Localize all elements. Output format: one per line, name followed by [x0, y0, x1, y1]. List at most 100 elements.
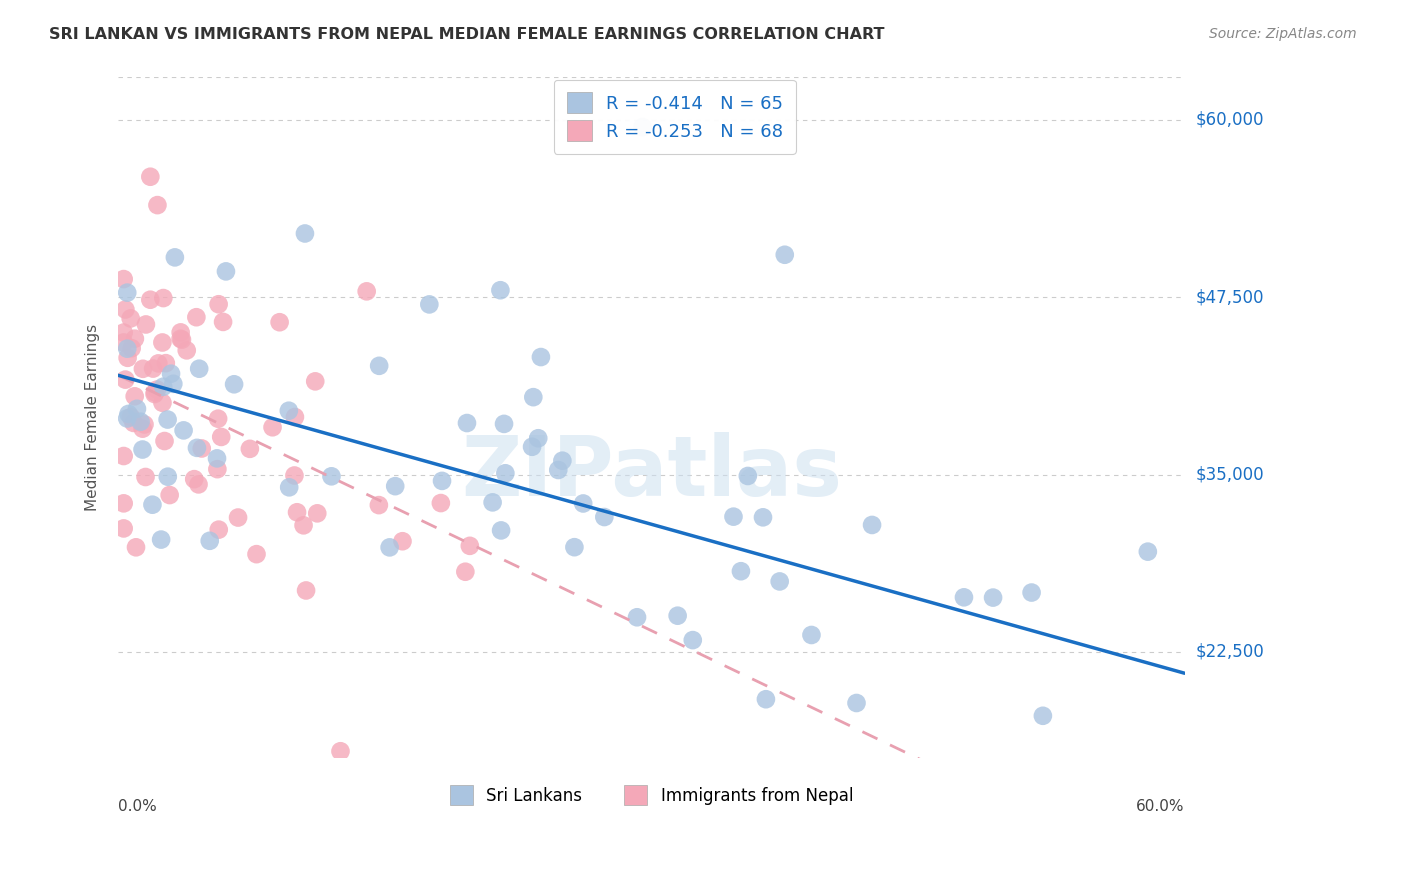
- Point: [125, 401, 148, 416]
- Point: [139, 293, 162, 307]
- Point: [269, 315, 291, 329]
- Point: [284, 410, 307, 425]
- Point: [527, 431, 550, 445]
- Point: [456, 416, 478, 430]
- Point: [737, 469, 759, 483]
- Point: [384, 479, 406, 493]
- Text: $60,000: $60,000: [1195, 111, 1264, 129]
- Point: [207, 411, 229, 425]
- Point: [494, 467, 516, 481]
- Text: SRI LANKAN VS IMMIGRANTS FROM NEPAL MEDIAN FEMALE EARNINGS CORRELATION CHART: SRI LANKAN VS IMMIGRANTS FROM NEPAL MEDI…: [49, 27, 884, 42]
- Point: [120, 410, 142, 425]
- Point: [773, 248, 796, 262]
- Point: [292, 518, 315, 533]
- Point: [418, 297, 440, 311]
- Point: [860, 518, 883, 533]
- Point: [148, 356, 170, 370]
- Point: [183, 472, 205, 486]
- Point: [135, 470, 157, 484]
- Text: $22,500: $22,500: [1195, 643, 1264, 661]
- Point: [112, 335, 135, 350]
- Point: [209, 430, 232, 444]
- Point: [112, 521, 135, 535]
- Point: [124, 332, 146, 346]
- Point: [170, 333, 193, 347]
- Point: [207, 462, 229, 476]
- Point: [730, 564, 752, 578]
- Point: [356, 285, 378, 299]
- Point: [1032, 708, 1054, 723]
- Point: [208, 297, 231, 311]
- Point: [321, 469, 343, 483]
- Point: [368, 359, 391, 373]
- Point: [135, 318, 157, 332]
- Point: [125, 541, 148, 555]
- Point: [117, 351, 139, 365]
- Point: [160, 367, 183, 381]
- Point: [262, 420, 284, 434]
- Point: [564, 540, 586, 554]
- Point: [190, 442, 212, 456]
- Point: [981, 591, 1004, 605]
- Point: [304, 375, 326, 389]
- Point: [1136, 544, 1159, 558]
- Point: [112, 449, 135, 463]
- Point: [169, 326, 191, 340]
- Point: [114, 373, 136, 387]
- Point: [666, 608, 689, 623]
- Point: [129, 415, 152, 429]
- Point: [150, 533, 173, 547]
- Point: [391, 534, 413, 549]
- Point: [224, 377, 246, 392]
- Text: $35,000: $35,000: [1195, 466, 1264, 483]
- Point: [458, 539, 481, 553]
- Point: [367, 498, 389, 512]
- Point: [134, 417, 156, 432]
- Text: ZIPatlas: ZIPatlas: [461, 432, 842, 513]
- Point: [115, 411, 138, 425]
- Point: [143, 387, 166, 401]
- Point: [152, 396, 174, 410]
- Point: [522, 390, 544, 404]
- Point: [114, 302, 136, 317]
- Point: [169, 332, 191, 346]
- Point: [112, 496, 135, 510]
- Point: [188, 361, 211, 376]
- Point: [155, 356, 177, 370]
- Point: [115, 342, 138, 356]
- Text: $47,500: $47,500: [1195, 288, 1264, 306]
- Point: [208, 523, 231, 537]
- Point: [156, 469, 179, 483]
- Point: [294, 227, 316, 241]
- Point: [278, 480, 301, 494]
- Point: [845, 696, 868, 710]
- Point: [176, 343, 198, 358]
- Point: [121, 341, 143, 355]
- Point: [283, 468, 305, 483]
- Point: [769, 574, 792, 589]
- Point: [430, 474, 453, 488]
- Point: [117, 407, 139, 421]
- Point: [115, 285, 138, 300]
- Point: [146, 198, 169, 212]
- Point: [723, 509, 745, 524]
- Legend: Sri Lankans, Immigrants from Nepal: Sri Lankans, Immigrants from Nepal: [443, 779, 860, 812]
- Point: [593, 510, 616, 524]
- Point: [378, 541, 401, 555]
- Point: [173, 423, 195, 437]
- Point: [492, 417, 515, 431]
- Point: [481, 495, 503, 509]
- Point: [152, 291, 174, 305]
- Point: [187, 477, 209, 491]
- Point: [131, 442, 153, 457]
- Text: 0.0%: 0.0%: [118, 799, 157, 814]
- Point: [626, 610, 648, 624]
- Point: [239, 442, 262, 456]
- Point: [631, 120, 654, 134]
- Point: [146, 383, 169, 397]
- Point: [245, 547, 267, 561]
- Point: [156, 412, 179, 426]
- Point: [152, 380, 174, 394]
- Point: [547, 463, 569, 477]
- Point: [530, 350, 553, 364]
